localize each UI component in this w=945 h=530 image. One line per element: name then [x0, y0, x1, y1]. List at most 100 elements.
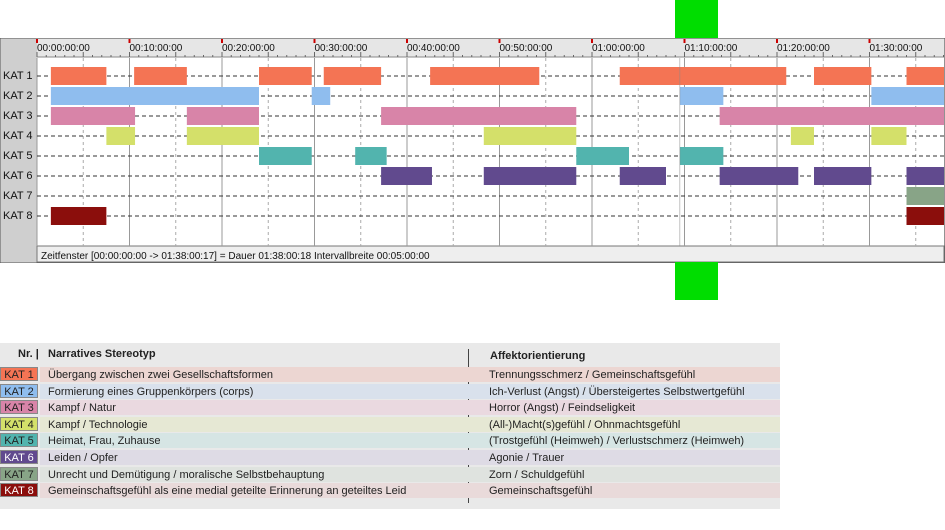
- timeline-svg: 00:00:00:00 00:10:00:00 00:20:00:00 00:30:0…: [0, 38, 945, 263]
- segment-bar: [906, 207, 944, 225]
- row-label: KAT 8: [3, 210, 33, 222]
- legend-code: KAT 2: [0, 383, 38, 398]
- segment-bar: [483, 127, 577, 145]
- segment-bar: [619, 67, 787, 85]
- ruler-major-marker: [498, 39, 501, 43]
- x-tick-label: 00:20:00:00: [222, 43, 275, 54]
- ruler-major-marker: [128, 39, 131, 43]
- segment-bar: [576, 147, 629, 165]
- legend-stereotype: Kampf / Technologie: [48, 418, 148, 431]
- row-label: KAT 7: [3, 190, 33, 202]
- ruler-background: [37, 39, 944, 57]
- segment-bar: [483, 167, 577, 185]
- segment-bar: [259, 67, 312, 85]
- ruler-major-marker: [406, 39, 408, 43]
- segment-bar: [430, 67, 540, 85]
- segment-bar: [619, 167, 666, 185]
- x-tick-label: 00:30:00:00: [315, 43, 368, 54]
- legend-row: KAT 7 Unrecht und Demütigung / moralische…: [0, 466, 780, 483]
- legend-row-band: [40, 367, 780, 382]
- legend-affect: Zorn / Schuldgefühl: [489, 468, 585, 481]
- segment-bar: [871, 87, 944, 105]
- x-tick-label: 01:10:00:00: [685, 43, 738, 54]
- legend-row-band: [40, 466, 780, 482]
- segment-bar: [679, 87, 724, 105]
- ruler-major-marker: [313, 39, 316, 43]
- row-label: KAT 2: [3, 90, 33, 102]
- ruler-major-marker: [591, 39, 593, 43]
- ruler-major-marker: [683, 39, 686, 43]
- segment-bar: [50, 107, 136, 125]
- legend-row-band: [40, 383, 780, 399]
- row-label: KAT 6: [3, 170, 33, 182]
- legend-row-band: [40, 416, 780, 432]
- segment-bar: [814, 67, 872, 85]
- legend-row: KAT 4 Kampf / Technologie (All-)Macht(s)ge…: [0, 416, 780, 433]
- legend-row-band: [40, 483, 780, 499]
- legend-header-affect: Affektorientierung: [490, 350, 586, 362]
- row-label: KAT 5: [3, 150, 33, 162]
- x-tick-label: 00:10:00:00: [130, 43, 183, 54]
- timeline-chart: 00:00:00:00 00:10:00:00 00:20:00:00 00:30:0…: [0, 38, 945, 263]
- segment-bar: [906, 167, 944, 185]
- row-label: KAT 4: [3, 130, 33, 142]
- legend-affect: Agonie / Trauer: [489, 452, 565, 464]
- x-tick-label: 01:00:00:00: [592, 43, 645, 54]
- legend-affect: Gemeinschaftsgefühl: [489, 485, 593, 498]
- segment-bar: [134, 67, 187, 85]
- legend-row: KAT 2 Formierung eines Gruppenkörpers (co…: [0, 383, 780, 400]
- segment-bar: [50, 87, 259, 105]
- segment-bar: [50, 67, 107, 85]
- status-bar: [36, 245, 945, 263]
- segment-bar: [679, 147, 724, 165]
- legend-affect: Trennungsschmerz / Gemeinschaftsgefühl: [489, 369, 696, 381]
- legend-row: KAT 6 Leiden / Opfer Agonie / Trauer: [0, 450, 780, 466]
- legend-stereotype: Kampf / Natur: [48, 402, 116, 415]
- segment-bar: [871, 127, 907, 145]
- legend-header-stereotype: Narratives Stereotyp: [48, 348, 156, 360]
- x-tick-label: 00:40:00:00: [407, 43, 460, 54]
- legend-stereotype: Unrecht und Demütigung / moralische Selb…: [48, 468, 325, 481]
- ruler-major-marker: [36, 39, 38, 43]
- legend-row: KAT 5 Heimat, Frau, Zuhause (Trostgefühl (…: [0, 433, 780, 449]
- x-tick-label: 01:30:00:00: [870, 43, 923, 54]
- legend-code: KAT 1: [0, 367, 38, 381]
- x-tick-label: 01:20:00:00: [777, 43, 830, 54]
- legend-stereotype: Formierung eines Gruppenkörpers (corps): [48, 385, 254, 398]
- legend-affect: (Trostgefühl (Heimweh) / Verlustschmerz …: [489, 435, 745, 448]
- segment-bar: [106, 127, 136, 145]
- highlight-marker-top: [675, 0, 718, 38]
- ruler-major-marker: [221, 39, 223, 43]
- legend-affect: Horror (Angst) / Feindseligkeit: [489, 402, 636, 415]
- segment-bar: [186, 107, 259, 125]
- legend-row: KAT 8 Gemeinschaftsgefühl als eine medial…: [0, 483, 780, 499]
- legend-row-band: [40, 450, 780, 465]
- legend-stereotype: Heimat, Frau, Zuhause: [48, 435, 161, 448]
- segment-bar: [186, 127, 259, 145]
- segment-bar: [790, 127, 814, 145]
- row-label: KAT 1: [3, 70, 33, 82]
- legend-stereotype: Leiden / Opfer: [48, 452, 118, 464]
- segment-bar: [906, 187, 944, 205]
- legend-table: Nr. | Narratives Stereotyp Affektorienti…: [0, 343, 780, 509]
- legend-code: KAT 8: [0, 483, 38, 498]
- legend-code: KAT 6: [0, 450, 38, 464]
- legend-stereotype: Gemeinschaftsgefühl als eine medial gete…: [48, 485, 407, 498]
- legend-row: KAT 1 Übergang zwischen zwei Gesellschaft…: [0, 367, 780, 383]
- legend-stereotype: Übergang zwischen zwei Gesellschaftsform…: [48, 369, 273, 381]
- segment-bar: [381, 107, 577, 125]
- legend-code: KAT 3: [0, 400, 38, 415]
- legend-header-nr: Nr. |: [18, 348, 39, 360]
- legend-row-band: [40, 433, 780, 449]
- ruler-major-marker: [868, 39, 871, 43]
- segment-bar: [381, 167, 432, 185]
- legend-code: KAT 7: [0, 466, 38, 481]
- segment-bar: [719, 167, 799, 185]
- segment-bar: [719, 107, 944, 125]
- segment-bar: [906, 67, 944, 85]
- legend-code: KAT 5: [0, 433, 38, 448]
- legend-row-band: [40, 400, 780, 416]
- x-tick-label: 00:50:00:00: [500, 43, 553, 54]
- legend-affect: (All-)Macht(s)gefühl / Ohnmachtsgefühl: [489, 418, 681, 431]
- x-tick-label: 00:00:00:00: [37, 43, 90, 54]
